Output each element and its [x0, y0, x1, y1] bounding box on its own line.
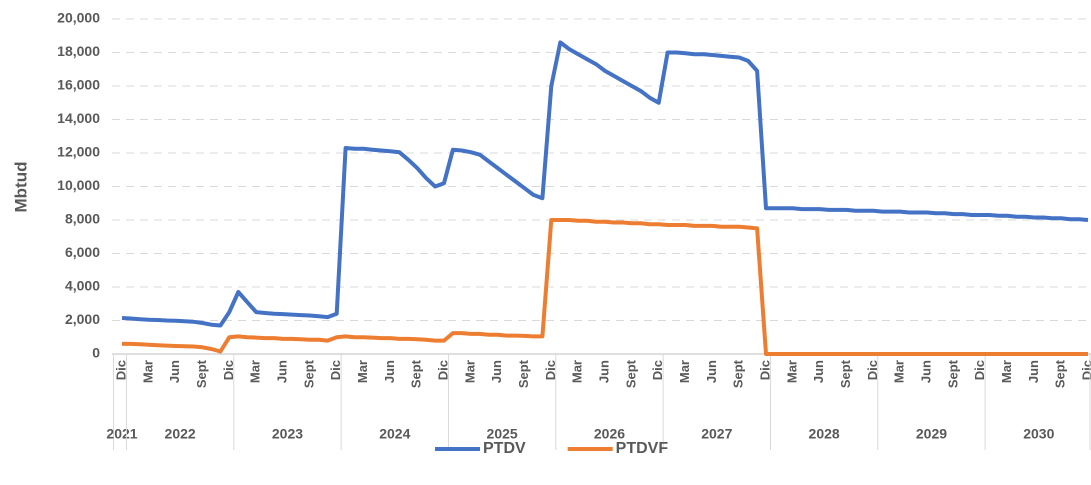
x-group-label: 2027 [701, 426, 732, 442]
x-tick-label: Mar [999, 360, 1014, 383]
x-tick-label: Mar [677, 360, 692, 383]
x-tick-label: Sept [194, 359, 209, 388]
x-tick-label: Dic [757, 360, 772, 380]
y-tick-label: 4,000 [65, 278, 100, 294]
x-group-label: 2023 [272, 426, 303, 442]
x-tick-label: Sept [1053, 359, 1068, 388]
x-tick-label: Mar [462, 360, 477, 383]
x-group-label: 2024 [379, 426, 410, 442]
x-tick-label: Mar [892, 360, 907, 383]
y-tick-label: 10,000 [57, 177, 100, 193]
x-tick-label: Sept [516, 359, 531, 388]
x-group-label: 2021 [106, 426, 137, 442]
y-tick-label: 16,000 [57, 77, 100, 93]
x-tick-label: Jun [489, 360, 504, 383]
y-axis-title: Mbtud [11, 162, 30, 213]
y-tick-label: 2,000 [65, 311, 100, 327]
y-tick-label: 12,000 [57, 144, 100, 160]
x-group-label: 2030 [1023, 426, 1054, 442]
legend-label: PTDVF [616, 440, 669, 457]
x-tick-label: Dic [435, 360, 450, 380]
legend-label: PTDV [483, 440, 526, 457]
x-tick-label: Dic [972, 360, 987, 380]
x-tick-label: Jun [811, 360, 826, 383]
x-tick-label: Sept [623, 359, 638, 388]
x-tick-label: Jun [382, 360, 397, 383]
x-tick-label: Dic [865, 360, 880, 380]
y-tick-label: 8,000 [65, 211, 100, 227]
x-tick-label: Sept [301, 359, 316, 388]
x-tick-label: Mar [140, 360, 155, 383]
x-tick-label: Sept [409, 359, 424, 388]
x-tick-label: Mar [355, 360, 370, 383]
x-tick-label: Mar [248, 360, 263, 383]
x-tick-label: Sept [731, 359, 746, 388]
x-tick-label: Jun [1026, 360, 1041, 383]
y-tick-label: 20,000 [57, 10, 100, 26]
x-tick-label: Jun [274, 360, 289, 383]
x-tick-label: Dic [543, 360, 558, 380]
y-tick-label: 14,000 [57, 110, 100, 126]
x-tick-label: Sept [945, 359, 960, 388]
x-tick-label: Jun [596, 360, 611, 383]
x-group-label: 2025 [487, 426, 518, 442]
x-tick-label: Dic [650, 360, 665, 380]
x-tick-label: Jun [704, 360, 719, 383]
x-tick-label: Dic [1079, 360, 1091, 380]
y-tick-label: 0 [92, 345, 100, 361]
x-group-label: 2028 [809, 426, 840, 442]
series-line [121, 40, 1089, 328]
x-tick-label: Dic [113, 360, 128, 380]
series-line [122, 218, 1088, 356]
x-tick-label: Sept [838, 359, 853, 388]
x-tick-label: Jun [918, 360, 933, 383]
x-group-label: 2029 [916, 426, 947, 442]
x-tick-label: Jun [167, 360, 182, 383]
x-tick-label: Dic [328, 360, 343, 380]
x-tick-label: Mar [570, 360, 585, 383]
y-tick-label: 18,000 [57, 43, 100, 59]
x-tick-label: Mar [784, 360, 799, 383]
x-group-label: 2022 [165, 426, 196, 442]
x-group-label: 2026 [594, 426, 625, 442]
y-tick-label: 6,000 [65, 244, 100, 260]
x-tick-label: Dic [221, 360, 236, 380]
